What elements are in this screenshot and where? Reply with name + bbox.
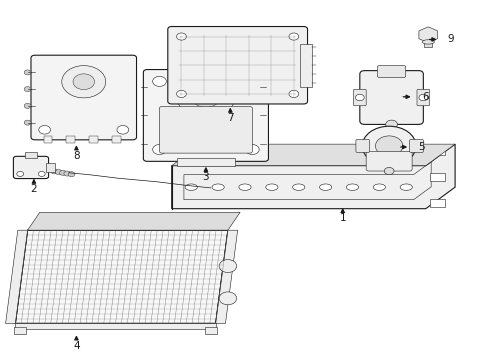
- FancyBboxPatch shape: [377, 66, 406, 77]
- FancyBboxPatch shape: [144, 69, 269, 161]
- Ellipse shape: [319, 184, 332, 190]
- Bar: [44, 136, 52, 143]
- FancyBboxPatch shape: [366, 151, 412, 171]
- Circle shape: [24, 70, 31, 75]
- FancyBboxPatch shape: [159, 107, 252, 153]
- Circle shape: [245, 76, 259, 86]
- Circle shape: [24, 120, 31, 125]
- Bar: [176, 158, 235, 166]
- Polygon shape: [15, 230, 228, 323]
- Ellipse shape: [266, 184, 278, 190]
- Circle shape: [68, 172, 75, 177]
- Bar: [205, 327, 217, 334]
- Polygon shape: [172, 144, 455, 209]
- Circle shape: [51, 169, 58, 174]
- Circle shape: [176, 33, 186, 40]
- Ellipse shape: [346, 184, 359, 190]
- Polygon shape: [27, 212, 240, 230]
- Circle shape: [24, 87, 31, 92]
- Circle shape: [176, 90, 186, 98]
- Circle shape: [289, 33, 299, 40]
- Bar: [89, 136, 98, 143]
- Circle shape: [64, 171, 71, 176]
- Bar: [25, 152, 37, 158]
- Text: 7: 7: [227, 113, 234, 123]
- Ellipse shape: [293, 184, 305, 190]
- Polygon shape: [419, 27, 438, 42]
- Bar: [430, 147, 445, 155]
- Circle shape: [55, 170, 62, 175]
- Circle shape: [219, 292, 237, 305]
- Polygon shape: [216, 230, 238, 323]
- FancyBboxPatch shape: [360, 71, 423, 125]
- Bar: [430, 173, 445, 181]
- Circle shape: [176, 75, 235, 118]
- FancyBboxPatch shape: [410, 139, 423, 152]
- Circle shape: [153, 76, 166, 86]
- Ellipse shape: [185, 184, 197, 190]
- Ellipse shape: [422, 40, 434, 44]
- Circle shape: [60, 170, 67, 175]
- Text: 1: 1: [340, 213, 346, 222]
- Ellipse shape: [373, 184, 386, 190]
- FancyBboxPatch shape: [31, 55, 137, 140]
- Circle shape: [73, 74, 95, 90]
- Circle shape: [245, 144, 259, 154]
- Text: 8: 8: [73, 150, 80, 161]
- Bar: [300, 44, 312, 87]
- Circle shape: [419, 94, 428, 101]
- Ellipse shape: [212, 184, 224, 190]
- Text: 5: 5: [418, 142, 425, 152]
- Circle shape: [355, 94, 364, 101]
- Circle shape: [191, 86, 220, 107]
- Circle shape: [117, 126, 129, 134]
- Circle shape: [24, 103, 31, 108]
- Circle shape: [62, 66, 106, 98]
- Bar: [67, 136, 75, 143]
- Circle shape: [153, 144, 166, 154]
- Circle shape: [38, 171, 45, 176]
- FancyBboxPatch shape: [356, 139, 369, 152]
- Bar: [112, 136, 121, 143]
- Text: 6: 6: [422, 92, 428, 102]
- Text: 4: 4: [73, 341, 80, 351]
- Circle shape: [386, 120, 397, 129]
- Text: 2: 2: [30, 184, 37, 194]
- Bar: [430, 199, 445, 207]
- FancyBboxPatch shape: [417, 89, 430, 106]
- Circle shape: [39, 126, 50, 134]
- Ellipse shape: [400, 184, 413, 190]
- FancyBboxPatch shape: [168, 27, 308, 104]
- Circle shape: [375, 136, 403, 156]
- Bar: [424, 40, 432, 47]
- Ellipse shape: [239, 184, 251, 190]
- Bar: [14, 327, 26, 334]
- Text: 9: 9: [448, 35, 454, 44]
- Text: 3: 3: [202, 172, 209, 182]
- Polygon shape: [15, 323, 216, 329]
- Circle shape: [289, 90, 299, 98]
- Polygon shape: [172, 144, 455, 166]
- FancyBboxPatch shape: [13, 156, 49, 179]
- Polygon shape: [5, 230, 27, 323]
- Circle shape: [362, 126, 416, 166]
- FancyBboxPatch shape: [353, 89, 366, 106]
- Circle shape: [384, 167, 394, 175]
- Bar: [46, 163, 55, 172]
- Circle shape: [17, 171, 24, 176]
- Circle shape: [219, 260, 237, 273]
